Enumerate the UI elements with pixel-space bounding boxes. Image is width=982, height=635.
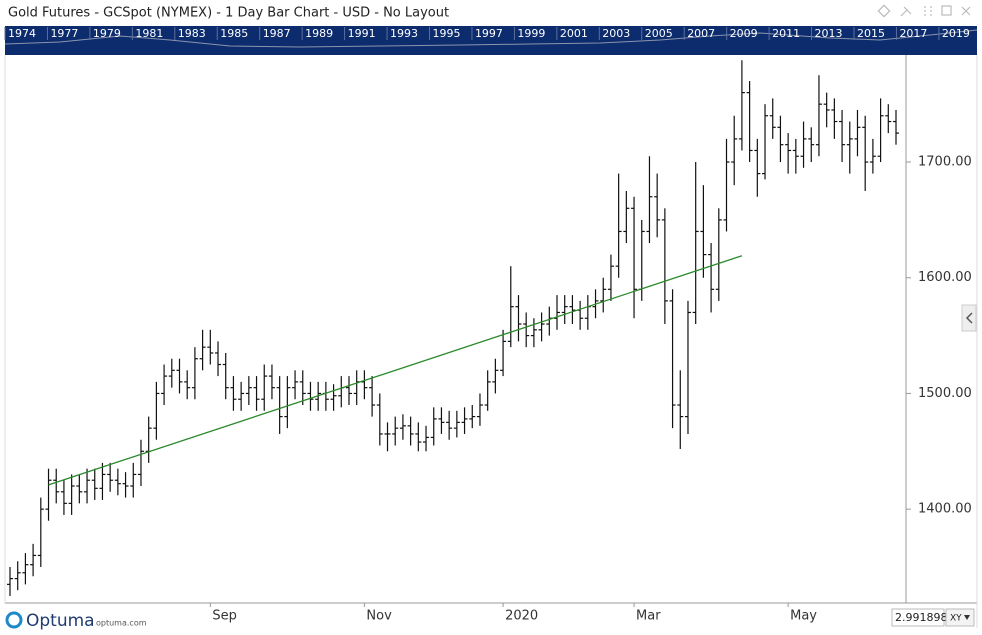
icon-restore[interactable]	[941, 5, 952, 16]
timeline-year: 1987	[263, 27, 291, 40]
x-tick-label: 2020	[505, 609, 538, 624]
timeline-year: 1997	[475, 27, 503, 40]
x-tick-label: Sep	[212, 609, 237, 624]
dropdown-arrow	[964, 615, 970, 620]
logo-text: Optuma	[26, 611, 95, 631]
timeline-year: 1981	[135, 27, 163, 40]
scale-value[interactable]: 2.9918985	[895, 611, 955, 624]
timeline-year: 1979	[93, 27, 121, 40]
icon-diamond[interactable]	[877, 4, 891, 18]
timeline-year: 2003	[602, 27, 630, 40]
icon-more[interactable]	[924, 6, 932, 17]
timeline-year: 2015	[857, 27, 885, 40]
x-tick-label: Mar	[636, 609, 661, 624]
timeline-year: 1991	[348, 27, 376, 40]
timeline-year: 2001	[560, 27, 588, 40]
timeline-year: 2017	[899, 27, 927, 40]
timeline-year: 1989	[305, 27, 333, 40]
timeline-strip[interactable]	[5, 26, 977, 55]
timeline-year: 1999	[517, 27, 545, 40]
icon-pin[interactable]	[900, 6, 912, 17]
timeline-year: 2005	[645, 27, 673, 40]
timeline-year: 2013	[815, 27, 843, 40]
timeline-year: 2009	[730, 27, 758, 40]
y-tick-label: 1700.00	[918, 155, 972, 170]
timeline-year: 1985	[220, 27, 248, 40]
y-tick-label: 1600.00	[918, 270, 972, 285]
x-tick-label: May	[790, 609, 817, 624]
timeline-year: 1974	[8, 27, 36, 40]
timeline-year: 2011	[772, 27, 800, 40]
logo-area	[0, 604, 200, 632]
timeline-year: 2019	[942, 27, 970, 40]
timeline-sparkline	[4, 29, 978, 48]
scale-mode-button[interactable]	[945, 608, 975, 627]
timeline-year: 1977	[50, 27, 78, 40]
timeline-year: 1983	[178, 27, 206, 40]
y-tick-label: 1400.00	[918, 502, 972, 517]
timeline-year: 1995	[433, 27, 461, 40]
timeline-year: 1993	[390, 27, 418, 40]
window-icons[interactable]	[877, 4, 971, 18]
chart-title: Gold Futures - GCSpot (NYMEX) - 1 Day Ba…	[8, 6, 449, 21]
collapse-tab[interactable]	[961, 304, 977, 332]
collapse-arrow	[965, 312, 973, 324]
x-tick-label: Nov	[366, 609, 392, 624]
timeline-year: 2007	[687, 27, 715, 40]
y-tick-label: 1500.00	[918, 386, 972, 401]
logo-mark	[5, 611, 23, 629]
scale-box[interactable]	[891, 608, 945, 627]
trendline	[48, 255, 743, 486]
scale-mode[interactable]: XY	[950, 614, 962, 624]
icon-close[interactable]	[961, 6, 971, 16]
logo-site: optuma.com	[96, 619, 147, 628]
